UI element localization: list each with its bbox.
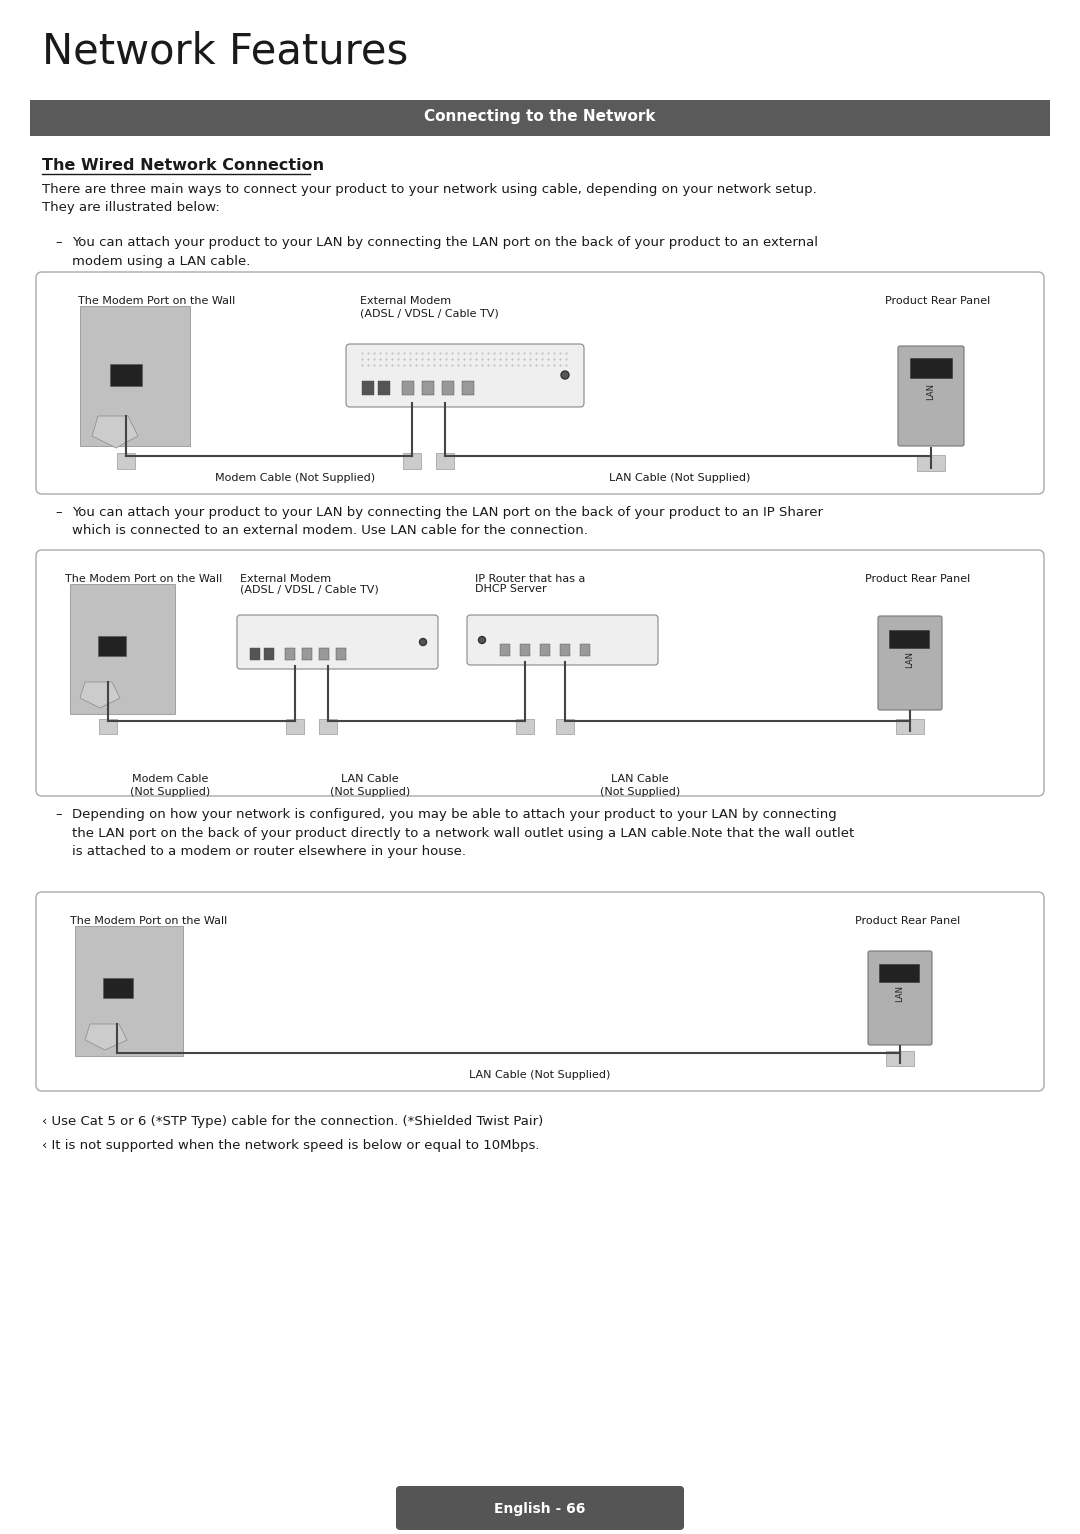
Text: LAN: LAN xyxy=(905,650,915,667)
FancyBboxPatch shape xyxy=(319,719,337,733)
Bar xyxy=(462,380,474,394)
Text: LAN: LAN xyxy=(895,985,905,1003)
Polygon shape xyxy=(92,416,138,448)
Text: Modem Cable
(Not Supplied): Modem Cable (Not Supplied) xyxy=(130,775,211,798)
Circle shape xyxy=(478,637,486,643)
Text: –: – xyxy=(55,236,62,249)
Text: LAN Cable
(Not Supplied): LAN Cable (Not Supplied) xyxy=(599,775,680,798)
Text: External Modem: External Modem xyxy=(360,296,451,305)
Text: IP Router that has a: IP Router that has a xyxy=(475,574,585,584)
FancyBboxPatch shape xyxy=(36,272,1044,494)
Bar xyxy=(302,647,312,660)
Circle shape xyxy=(419,638,427,646)
Bar xyxy=(422,380,434,394)
Bar xyxy=(402,380,414,394)
FancyBboxPatch shape xyxy=(75,927,183,1055)
Polygon shape xyxy=(80,683,120,709)
FancyBboxPatch shape xyxy=(70,584,175,713)
Bar xyxy=(30,100,1050,137)
Text: You can attach your product to your LAN by connecting the LAN port on the back o: You can attach your product to your LAN … xyxy=(72,236,818,267)
FancyBboxPatch shape xyxy=(878,617,942,710)
FancyBboxPatch shape xyxy=(36,891,1044,1091)
Text: ‹ It is not supported when the network speed is below or equal to 10Mbps.: ‹ It is not supported when the network s… xyxy=(42,1140,540,1152)
Text: LAN Cable
(Not Supplied): LAN Cable (Not Supplied) xyxy=(329,775,410,798)
Bar xyxy=(561,644,570,657)
FancyBboxPatch shape xyxy=(896,719,924,733)
Text: (ADSL / VDSL / Cable TV): (ADSL / VDSL / Cable TV) xyxy=(360,308,499,318)
Text: The Modem Port on the Wall: The Modem Port on the Wall xyxy=(78,296,235,305)
Text: The Modem Port on the Wall: The Modem Port on the Wall xyxy=(70,916,227,927)
Bar xyxy=(264,647,274,660)
Bar xyxy=(98,637,126,657)
Text: ‹ Use Cat 5 or 6 (*STP Type) cable for the connection. (*Shielded Twist Pair): ‹ Use Cat 5 or 6 (*STP Type) cable for t… xyxy=(42,1115,543,1127)
Text: LAN Cable (Not Supplied): LAN Cable (Not Supplied) xyxy=(609,472,751,483)
Text: DHCP Server: DHCP Server xyxy=(475,584,546,594)
Bar xyxy=(362,380,374,394)
FancyBboxPatch shape xyxy=(396,1486,684,1529)
FancyBboxPatch shape xyxy=(237,615,438,669)
FancyBboxPatch shape xyxy=(556,719,573,733)
Bar xyxy=(910,357,951,377)
FancyBboxPatch shape xyxy=(403,453,421,469)
Text: –: – xyxy=(55,506,62,518)
Text: The Wired Network Connection: The Wired Network Connection xyxy=(42,158,324,173)
Circle shape xyxy=(561,371,569,379)
Bar xyxy=(336,647,346,660)
FancyBboxPatch shape xyxy=(346,344,584,407)
Text: LAN: LAN xyxy=(927,384,935,400)
FancyBboxPatch shape xyxy=(897,347,964,446)
Text: Product Rear Panel: Product Rear Panel xyxy=(885,296,990,305)
Bar xyxy=(540,644,550,657)
Text: Modem Cable (Not Supplied): Modem Cable (Not Supplied) xyxy=(215,472,375,483)
Bar xyxy=(442,380,454,394)
Text: The Modem Port on the Wall: The Modem Port on the Wall xyxy=(65,574,222,584)
FancyBboxPatch shape xyxy=(80,305,190,446)
FancyBboxPatch shape xyxy=(117,453,135,469)
Bar xyxy=(519,644,530,657)
Bar xyxy=(500,644,510,657)
Text: (ADSL / VDSL / Cable TV): (ADSL / VDSL / Cable TV) xyxy=(240,584,379,594)
FancyBboxPatch shape xyxy=(99,719,117,733)
Text: Network Features: Network Features xyxy=(42,31,408,72)
FancyBboxPatch shape xyxy=(286,719,303,733)
FancyBboxPatch shape xyxy=(868,951,932,1045)
Bar xyxy=(319,647,329,660)
FancyBboxPatch shape xyxy=(467,615,658,666)
Bar xyxy=(889,630,929,647)
Text: Depending on how your network is configured, you may be able to attach your prod: Depending on how your network is configu… xyxy=(72,808,854,858)
Bar xyxy=(249,647,260,660)
Text: Connecting to the Network: Connecting to the Network xyxy=(424,109,656,124)
FancyBboxPatch shape xyxy=(516,719,534,733)
Bar xyxy=(110,364,141,387)
Text: English - 66: English - 66 xyxy=(495,1502,585,1516)
FancyBboxPatch shape xyxy=(917,456,945,471)
Text: There are three main ways to connect your product to your network using cable, d: There are three main ways to connect you… xyxy=(42,183,816,215)
FancyBboxPatch shape xyxy=(36,551,1044,796)
FancyBboxPatch shape xyxy=(886,1051,914,1066)
Bar xyxy=(879,963,919,982)
Text: Product Rear Panel: Product Rear Panel xyxy=(865,574,970,584)
Text: External Modem: External Modem xyxy=(240,574,332,584)
Bar xyxy=(580,644,590,657)
Text: You can attach your product to your LAN by connecting the LAN port on the back o: You can attach your product to your LAN … xyxy=(72,506,823,537)
Polygon shape xyxy=(85,1025,127,1049)
Text: –: – xyxy=(55,808,62,821)
Text: Product Rear Panel: Product Rear Panel xyxy=(855,916,960,927)
Text: LAN Cable (Not Supplied): LAN Cable (Not Supplied) xyxy=(470,1071,610,1080)
Bar xyxy=(378,380,390,394)
FancyBboxPatch shape xyxy=(436,453,454,469)
Bar xyxy=(285,647,295,660)
Bar xyxy=(103,979,133,999)
